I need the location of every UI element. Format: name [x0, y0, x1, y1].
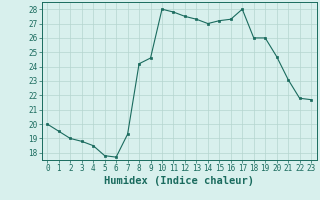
X-axis label: Humidex (Indice chaleur): Humidex (Indice chaleur): [104, 176, 254, 186]
